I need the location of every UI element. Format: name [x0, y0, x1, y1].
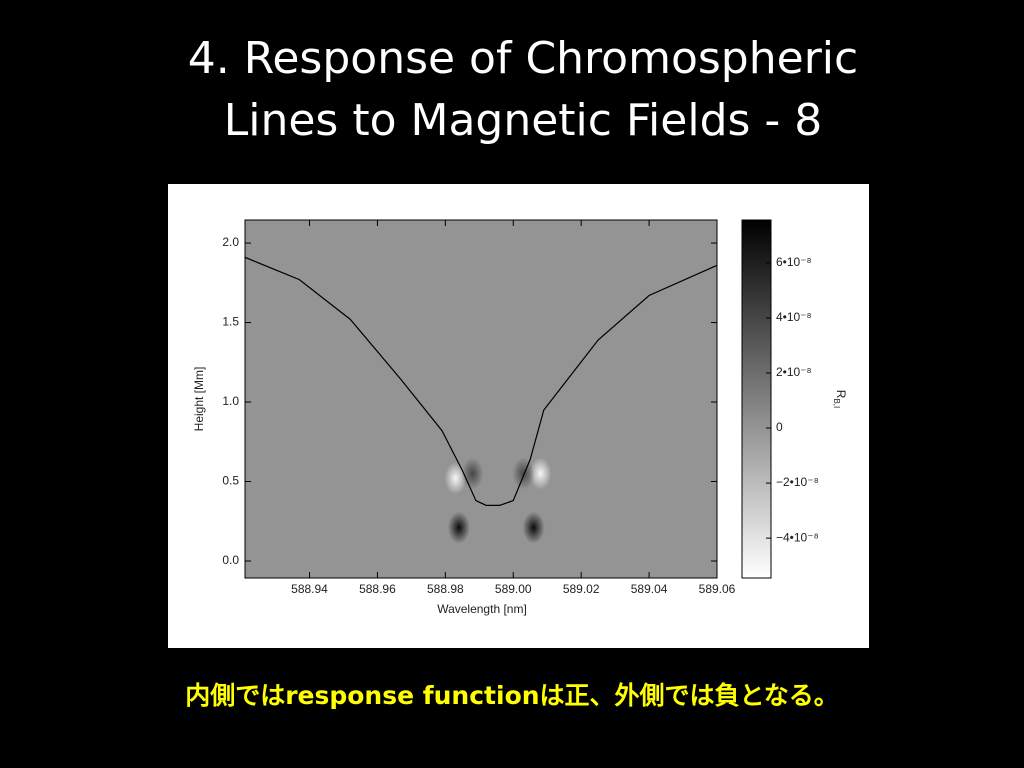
- y-tick-label: 0.5: [222, 474, 239, 488]
- x-tick-label: 589.04: [631, 582, 668, 596]
- y-tick-label: 2.0: [222, 235, 239, 249]
- colorbar-tick-label: 4•10⁻⁸: [776, 310, 812, 324]
- y-tick-label: 1.5: [222, 315, 239, 329]
- colorbar-tick-label: 6•10⁻⁸: [776, 255, 812, 269]
- x-tick-label: 589.00: [495, 582, 532, 596]
- heatmap-feature: [529, 457, 552, 490]
- colorbar-tick-label: −2•10⁻⁸: [776, 475, 819, 489]
- colorbar-tick-label: 2•10⁻⁸: [776, 365, 812, 379]
- x-tick-label: 589.06: [699, 582, 736, 596]
- caption: 内側ではresponse functionは正、外側では負となる。: [185, 681, 839, 710]
- y-tick-label: 1.0: [222, 394, 239, 408]
- curve: [245, 256, 717, 506]
- x-tick-label: 589.02: [563, 582, 600, 596]
- colorbar-label-main: R: [834, 390, 848, 399]
- chart: Wavelength [nm] Height [Mm] RB,I 588.94 5…: [168, 184, 869, 648]
- heatmap-background: [245, 220, 717, 578]
- x-tick-label: 588.94: [291, 582, 328, 596]
- heatmap-feature: [447, 511, 470, 544]
- title-line: Lines to Magnetic Fields - 8: [223, 95, 823, 146]
- colorbar-tick-label: −4•10⁻⁸: [776, 530, 819, 544]
- heatmap-feature: [522, 511, 545, 544]
- colorbar-label-sub: B,I: [832, 398, 841, 408]
- y-axis-label: Height [Mm]: [192, 367, 206, 432]
- slide-title: 4. Response of Chromospheric Lines to Ma…: [0, 28, 1024, 152]
- heatmap-feature: [444, 462, 467, 495]
- x-tick-label: 588.96: [359, 582, 396, 596]
- x-tick-label: 588.98: [427, 582, 464, 596]
- title-line: 4. Response of Chromospheric: [187, 33, 859, 84]
- colorbar-tick-label: 0: [776, 420, 783, 434]
- heatmap-feature: [461, 457, 484, 490]
- x-axis-label: Wavelength [nm]: [437, 602, 527, 616]
- colorbar: [741, 219, 772, 579]
- heatmap-features: [444, 457, 552, 544]
- plot-frame: [244, 219, 718, 579]
- y-tick-label: 0.0: [222, 553, 239, 567]
- heatmap-feature: [512, 457, 535, 490]
- colorbar-label: RB,I: [832, 390, 848, 408]
